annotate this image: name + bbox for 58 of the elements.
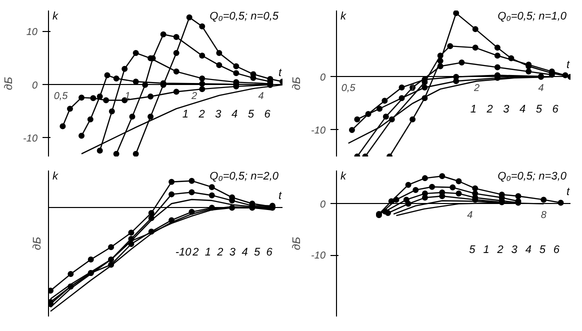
x-axis-title: t xyxy=(278,66,282,79)
x-axis-title: t xyxy=(566,186,570,198)
annotation: 6 xyxy=(552,104,560,116)
annotation: 2 xyxy=(216,246,224,258)
annotation: 4 xyxy=(525,244,532,256)
y-tick-label: 10 xyxy=(26,27,38,38)
y-tick-label: -10 xyxy=(311,250,326,262)
annotation: k xyxy=(52,170,58,182)
annotation: 6 xyxy=(264,108,272,120)
annotation: 6 xyxy=(266,246,274,258)
annotation: 5 xyxy=(254,246,261,258)
annotation: 5 xyxy=(248,108,255,120)
x-axis-title: t xyxy=(566,58,570,71)
annotation: 5 xyxy=(469,244,476,256)
annotation: 2 xyxy=(198,108,205,120)
annotation: 2 xyxy=(496,244,504,256)
x-tick-label: 8 xyxy=(540,210,547,221)
x-tick-label: 2 xyxy=(190,90,198,102)
chart-title: Q₀=0,5; n=3,0 xyxy=(498,170,568,182)
annotation: k xyxy=(340,170,346,182)
annotation: 3 xyxy=(229,246,236,258)
x-tick-label: 0,5 xyxy=(54,90,68,102)
x-tick-label: 4 xyxy=(538,82,544,94)
annotation: k xyxy=(340,10,346,22)
chart-title: Q₀=0,5; n=1,0 xyxy=(498,10,568,22)
annotation: 5 xyxy=(536,104,543,116)
x-tick-label: 2 xyxy=(473,82,480,94)
annotation: 1 xyxy=(182,108,188,120)
annotation: 3 xyxy=(511,244,518,256)
chart-title: Q₀=0,5; n=0,5 xyxy=(210,10,280,22)
annotation: 3 xyxy=(503,104,510,116)
annotation: 1 xyxy=(204,246,211,258)
x-axis-title: t xyxy=(278,190,282,202)
y-axis-title: дБ xyxy=(291,76,304,90)
y-tick-label: 0 xyxy=(32,80,38,92)
chart-title: Q₀=0,5; n=2,0 xyxy=(210,170,280,182)
annotation: 6 xyxy=(553,244,560,256)
annotation: 4 xyxy=(519,104,526,116)
x-tick-label: 0,5 xyxy=(341,82,356,94)
y-tick-label: 0 xyxy=(320,199,326,210)
annotation: 1 xyxy=(470,104,476,116)
annotation: 2 xyxy=(192,246,199,258)
annotation: 1 xyxy=(483,244,490,256)
annotation: 4 xyxy=(242,246,248,258)
y-axis-title: дБ xyxy=(3,76,16,90)
y-axis-title: дБ xyxy=(32,236,44,250)
x-tick-label: 4 xyxy=(258,90,264,102)
y-axis-title: дБ xyxy=(291,236,304,250)
annotation: 4 xyxy=(231,108,238,120)
annotation: 3 xyxy=(215,108,222,120)
y-tick-label: -10 xyxy=(311,125,326,136)
annotation: k xyxy=(52,10,58,22)
annotation: 5 xyxy=(539,244,546,256)
y-tick-label: -10 xyxy=(23,133,38,144)
annotation: -10 xyxy=(175,246,192,258)
annotation: 2 xyxy=(486,104,493,116)
y-tick-label: 0 xyxy=(320,72,326,84)
x-tick-label: 1 xyxy=(124,90,130,102)
